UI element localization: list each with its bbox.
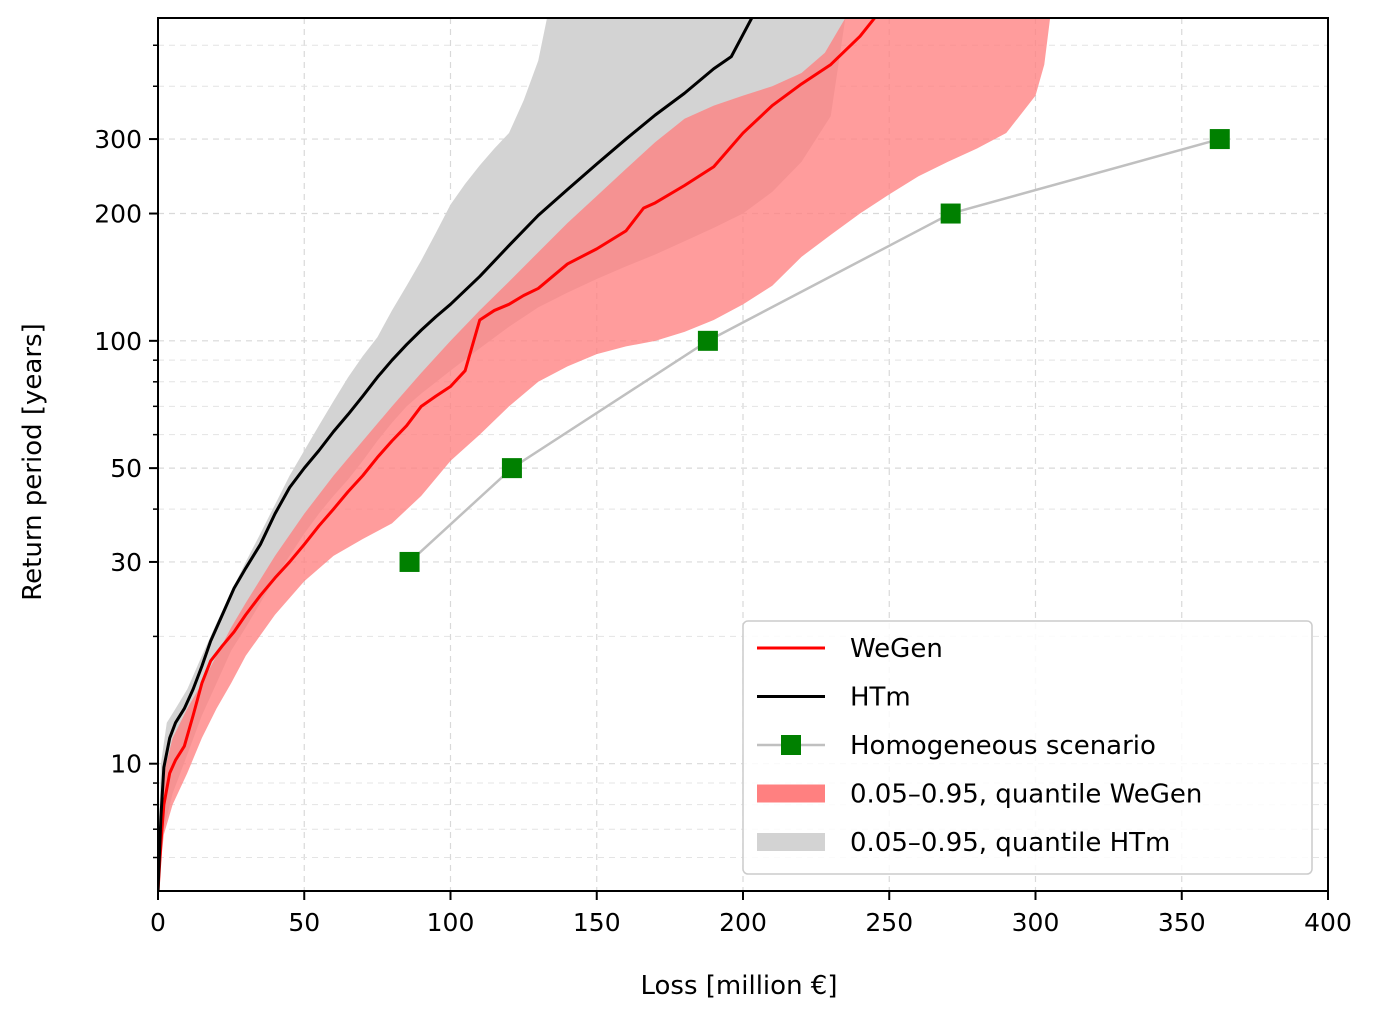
homogeneous-marker xyxy=(940,203,961,224)
line-htm xyxy=(158,18,754,891)
homogeneous-marker xyxy=(399,551,420,572)
line-wegen xyxy=(158,18,876,891)
y-tick-label: 50 xyxy=(110,454,142,483)
quantile-bands xyxy=(158,18,1051,891)
legend-swatch-0-05-0-95-quantile-wegen xyxy=(757,784,825,803)
homogeneous-marker xyxy=(697,330,718,351)
y-tick-label: 200 xyxy=(94,200,142,229)
x-tick-label: 400 xyxy=(1304,908,1352,937)
legend-label-htm: HTm xyxy=(850,683,911,713)
band-0-05-0-95-quantile-wegen xyxy=(158,18,1051,891)
legend-swatch-marker-homogeneous-scenario xyxy=(781,735,801,755)
data-markers xyxy=(399,129,1230,572)
legend-label-0-05-0-95-quantile-htm: 0.05–0.95, quantile HTm xyxy=(850,828,1170,858)
y-tick-label: 100 xyxy=(94,327,142,356)
axis-ticks: 0 50 100 150 200 250 300 350 400 10 30 50 100 200 300 xyxy=(94,44,1352,937)
homogeneous-marker xyxy=(1209,129,1230,150)
x-tick-label: 250 xyxy=(865,908,913,937)
legend: WeGen HTm Homogeneous scenario 0.05–0.95, q… xyxy=(742,620,1313,875)
x-tick-label: 100 xyxy=(427,908,475,937)
legend-label-homogeneous-scenario: Homogeneous scenario xyxy=(850,731,1156,761)
legend-label-0-05-0-95-quantile-wegen: 0.05–0.95, quantile WeGen xyxy=(850,780,1202,810)
y-tick-label: 10 xyxy=(110,750,142,779)
y-tick-label: 300 xyxy=(94,125,142,154)
y-axis-label: Return period [years] xyxy=(18,323,48,600)
x-tick-label: 150 xyxy=(573,908,621,937)
y-tick-label: 30 xyxy=(110,548,142,577)
homogeneous-marker xyxy=(501,458,522,479)
x-tick-label: 50 xyxy=(288,908,320,937)
x-tick-label: 0 xyxy=(150,908,166,937)
legend-box xyxy=(742,620,1313,875)
legend-swatch-0-05-0-95-quantile-htm xyxy=(757,833,825,851)
x-axis-label: Loss [million €] xyxy=(641,971,838,1001)
x-tick-label: 300 xyxy=(1012,908,1060,937)
x-tick-label: 350 xyxy=(1158,908,1206,937)
x-tick-label: 200 xyxy=(719,908,767,937)
legend-label-wegen: WeGen xyxy=(850,634,943,664)
